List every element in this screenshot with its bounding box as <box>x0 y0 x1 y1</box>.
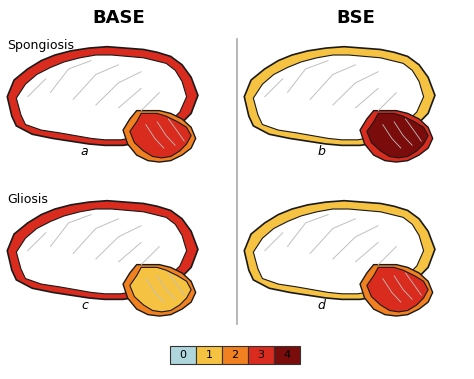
Text: 3: 3 <box>257 350 264 360</box>
Text: 1: 1 <box>206 350 212 360</box>
FancyBboxPatch shape <box>170 346 196 364</box>
Polygon shape <box>244 47 435 146</box>
Polygon shape <box>16 55 187 140</box>
Text: Spongiosis: Spongiosis <box>7 39 74 52</box>
FancyBboxPatch shape <box>274 346 300 364</box>
Polygon shape <box>123 265 196 316</box>
Polygon shape <box>7 200 198 299</box>
Text: BSE: BSE <box>336 9 375 27</box>
Text: b: b <box>318 145 325 158</box>
Polygon shape <box>123 111 196 162</box>
Text: BASE: BASE <box>92 9 145 27</box>
Text: 4: 4 <box>283 350 291 360</box>
Polygon shape <box>16 209 187 294</box>
Polygon shape <box>244 200 435 299</box>
Polygon shape <box>253 55 424 140</box>
Polygon shape <box>367 268 428 312</box>
Polygon shape <box>130 268 191 312</box>
Text: 2: 2 <box>231 350 238 360</box>
Polygon shape <box>367 113 428 158</box>
FancyBboxPatch shape <box>248 346 274 364</box>
Text: Gliosis: Gliosis <box>7 193 48 206</box>
Text: 0: 0 <box>180 350 186 360</box>
Text: a: a <box>81 145 88 158</box>
FancyBboxPatch shape <box>196 346 222 364</box>
Polygon shape <box>360 265 433 316</box>
Text: d: d <box>318 299 325 312</box>
Polygon shape <box>130 113 191 158</box>
Polygon shape <box>253 209 424 294</box>
FancyBboxPatch shape <box>222 346 248 364</box>
Text: c: c <box>81 299 88 312</box>
Polygon shape <box>7 47 198 146</box>
Polygon shape <box>360 111 433 162</box>
